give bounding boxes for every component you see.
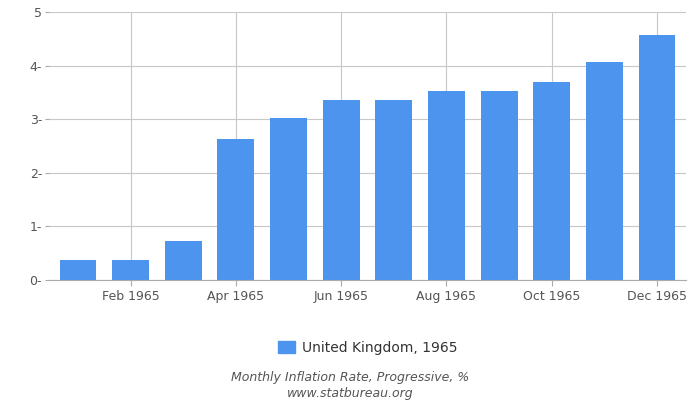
Bar	[481, 91, 517, 280]
Bar	[164, 241, 202, 280]
Bar	[112, 260, 149, 280]
Bar	[218, 139, 254, 280]
Text: Monthly Inflation Rate, Progressive, %: Monthly Inflation Rate, Progressive, %	[231, 372, 469, 384]
Bar	[375, 100, 412, 280]
Bar	[586, 62, 623, 280]
Bar	[323, 100, 360, 280]
Bar	[60, 260, 97, 280]
Legend: United Kingdom, 1965: United Kingdom, 1965	[272, 335, 463, 360]
Bar	[533, 82, 570, 280]
Bar	[270, 118, 307, 280]
Bar	[638, 34, 675, 280]
Bar	[428, 91, 465, 280]
Text: www.statbureau.org: www.statbureau.org	[287, 388, 413, 400]
